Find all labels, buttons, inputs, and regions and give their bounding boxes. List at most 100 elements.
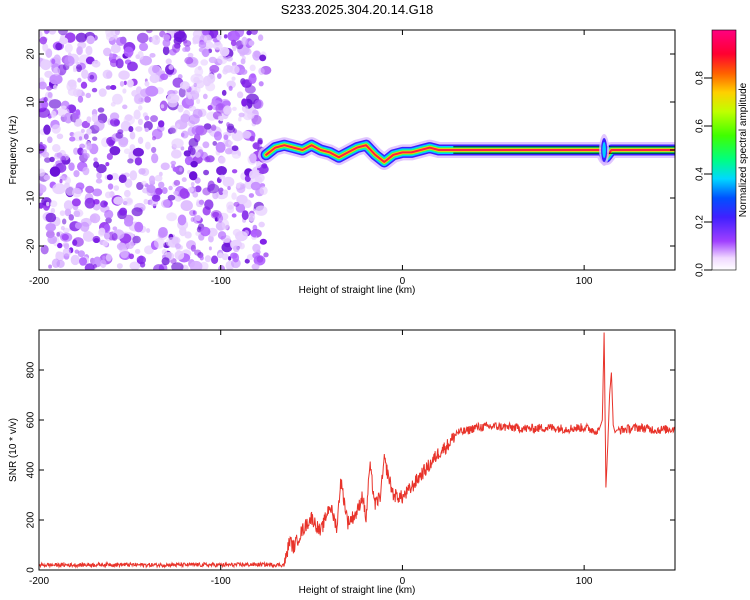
noise-blob <box>105 217 112 224</box>
noise-blob <box>222 176 235 188</box>
noise-blob <box>190 181 195 187</box>
noise-blob <box>51 124 61 134</box>
noise-blob <box>170 160 177 166</box>
snr-x-label: Height of straight line (km) <box>299 585 416 596</box>
noise-blob <box>104 209 114 220</box>
noise-blob <box>151 146 157 154</box>
noise-blob <box>221 89 227 96</box>
noise-blob <box>47 235 58 244</box>
noise-blob <box>261 162 268 169</box>
noise-blob <box>248 193 255 198</box>
noise-blob <box>86 35 95 45</box>
noise-blob <box>63 243 70 249</box>
noise-blob <box>129 144 136 152</box>
snr-y-label: SNR (10 * v/v) <box>8 418 19 482</box>
spectrogram-y-label: Frequency (Hz) <box>8 116 19 185</box>
snr-y-tick-label: 400 <box>26 461 37 478</box>
noise-blob <box>177 214 187 226</box>
noise-blob <box>259 238 267 245</box>
noise-blob <box>161 257 170 266</box>
noise-blob <box>179 81 190 90</box>
noise-blob <box>84 197 96 209</box>
noise-blob <box>123 80 127 86</box>
noise-blob <box>129 131 136 140</box>
noise-blob <box>134 221 144 233</box>
noise-blob <box>235 231 248 242</box>
noise-blob <box>126 79 134 88</box>
noise-blob <box>70 254 80 266</box>
noise-blob <box>64 43 73 53</box>
noise-blob <box>168 185 173 191</box>
noise-blob <box>43 124 51 135</box>
noise-blob <box>122 197 134 206</box>
noise-blob <box>53 66 61 76</box>
noise-blob <box>40 59 52 71</box>
noise-blob <box>222 189 229 195</box>
noise-blob <box>103 223 111 234</box>
noise-blob <box>249 170 257 180</box>
noise-blob <box>160 199 171 208</box>
noise-blob <box>76 46 83 55</box>
noise-blob <box>44 30 50 34</box>
noise-blob <box>221 242 233 253</box>
noise-blob <box>232 245 240 253</box>
noise-blob <box>192 108 203 119</box>
noise-blob <box>133 109 141 120</box>
snr-panel: -200 -100 0 100 0 200 400 600 800 Height of str… <box>8 329 676 596</box>
noise-blob <box>180 200 193 212</box>
noise-blob <box>91 60 101 68</box>
noise-blob <box>49 73 63 85</box>
noise-blob <box>216 165 227 176</box>
noise-blob <box>119 80 125 87</box>
noise-blob <box>165 58 172 65</box>
noise-blob <box>231 192 237 200</box>
noise-blob <box>226 205 235 214</box>
noise-blob <box>181 130 189 139</box>
noise-blob <box>231 76 236 81</box>
noise-blob <box>202 141 210 149</box>
noise-blob <box>168 127 176 134</box>
noise-blob <box>98 88 107 97</box>
noise-blob <box>227 140 234 145</box>
noise-blob <box>249 64 256 72</box>
noise-blob <box>226 125 236 134</box>
noise-blob <box>143 245 154 255</box>
snr-x-tick-label: 0 <box>400 576 406 587</box>
noise-blob <box>79 143 86 149</box>
noise-blob <box>155 187 163 195</box>
noise-blob <box>183 150 192 157</box>
colorbar-tick-label: 0.8 <box>695 71 706 85</box>
noise-blob <box>174 250 185 260</box>
noise-blob <box>56 152 63 158</box>
noise-blob <box>50 110 57 118</box>
noise-blob <box>48 30 57 35</box>
noise-blob <box>63 200 74 211</box>
noise-blob <box>144 81 150 87</box>
noise-blob <box>77 77 82 83</box>
noise-blob <box>109 53 114 58</box>
colorbar-tick-label: 0.4 <box>695 167 706 181</box>
noise-blob <box>210 124 217 131</box>
noise-blob <box>78 136 83 141</box>
noise-blob <box>75 118 83 127</box>
noise-blob <box>217 252 224 259</box>
noise-blob <box>144 127 149 132</box>
noise-blob <box>189 209 198 217</box>
noise-blob <box>60 232 73 242</box>
noise-blob <box>144 141 151 150</box>
noise-blob <box>68 162 75 171</box>
noise-blob <box>132 147 144 157</box>
noise-blob <box>258 67 265 75</box>
noise-blob <box>110 102 116 107</box>
noise-blob <box>192 40 197 45</box>
noise-blob <box>256 256 264 263</box>
noise-blob <box>103 232 110 240</box>
noise-blob <box>64 182 70 189</box>
noise-blob <box>223 105 232 115</box>
noise-blob <box>196 98 201 105</box>
noise-blob <box>199 255 204 261</box>
noise-blob <box>146 30 153 34</box>
noise-blob <box>51 258 61 269</box>
noise-blob <box>216 34 222 41</box>
spectrogram-x-axis: -200 -100 0 100 <box>29 30 593 287</box>
